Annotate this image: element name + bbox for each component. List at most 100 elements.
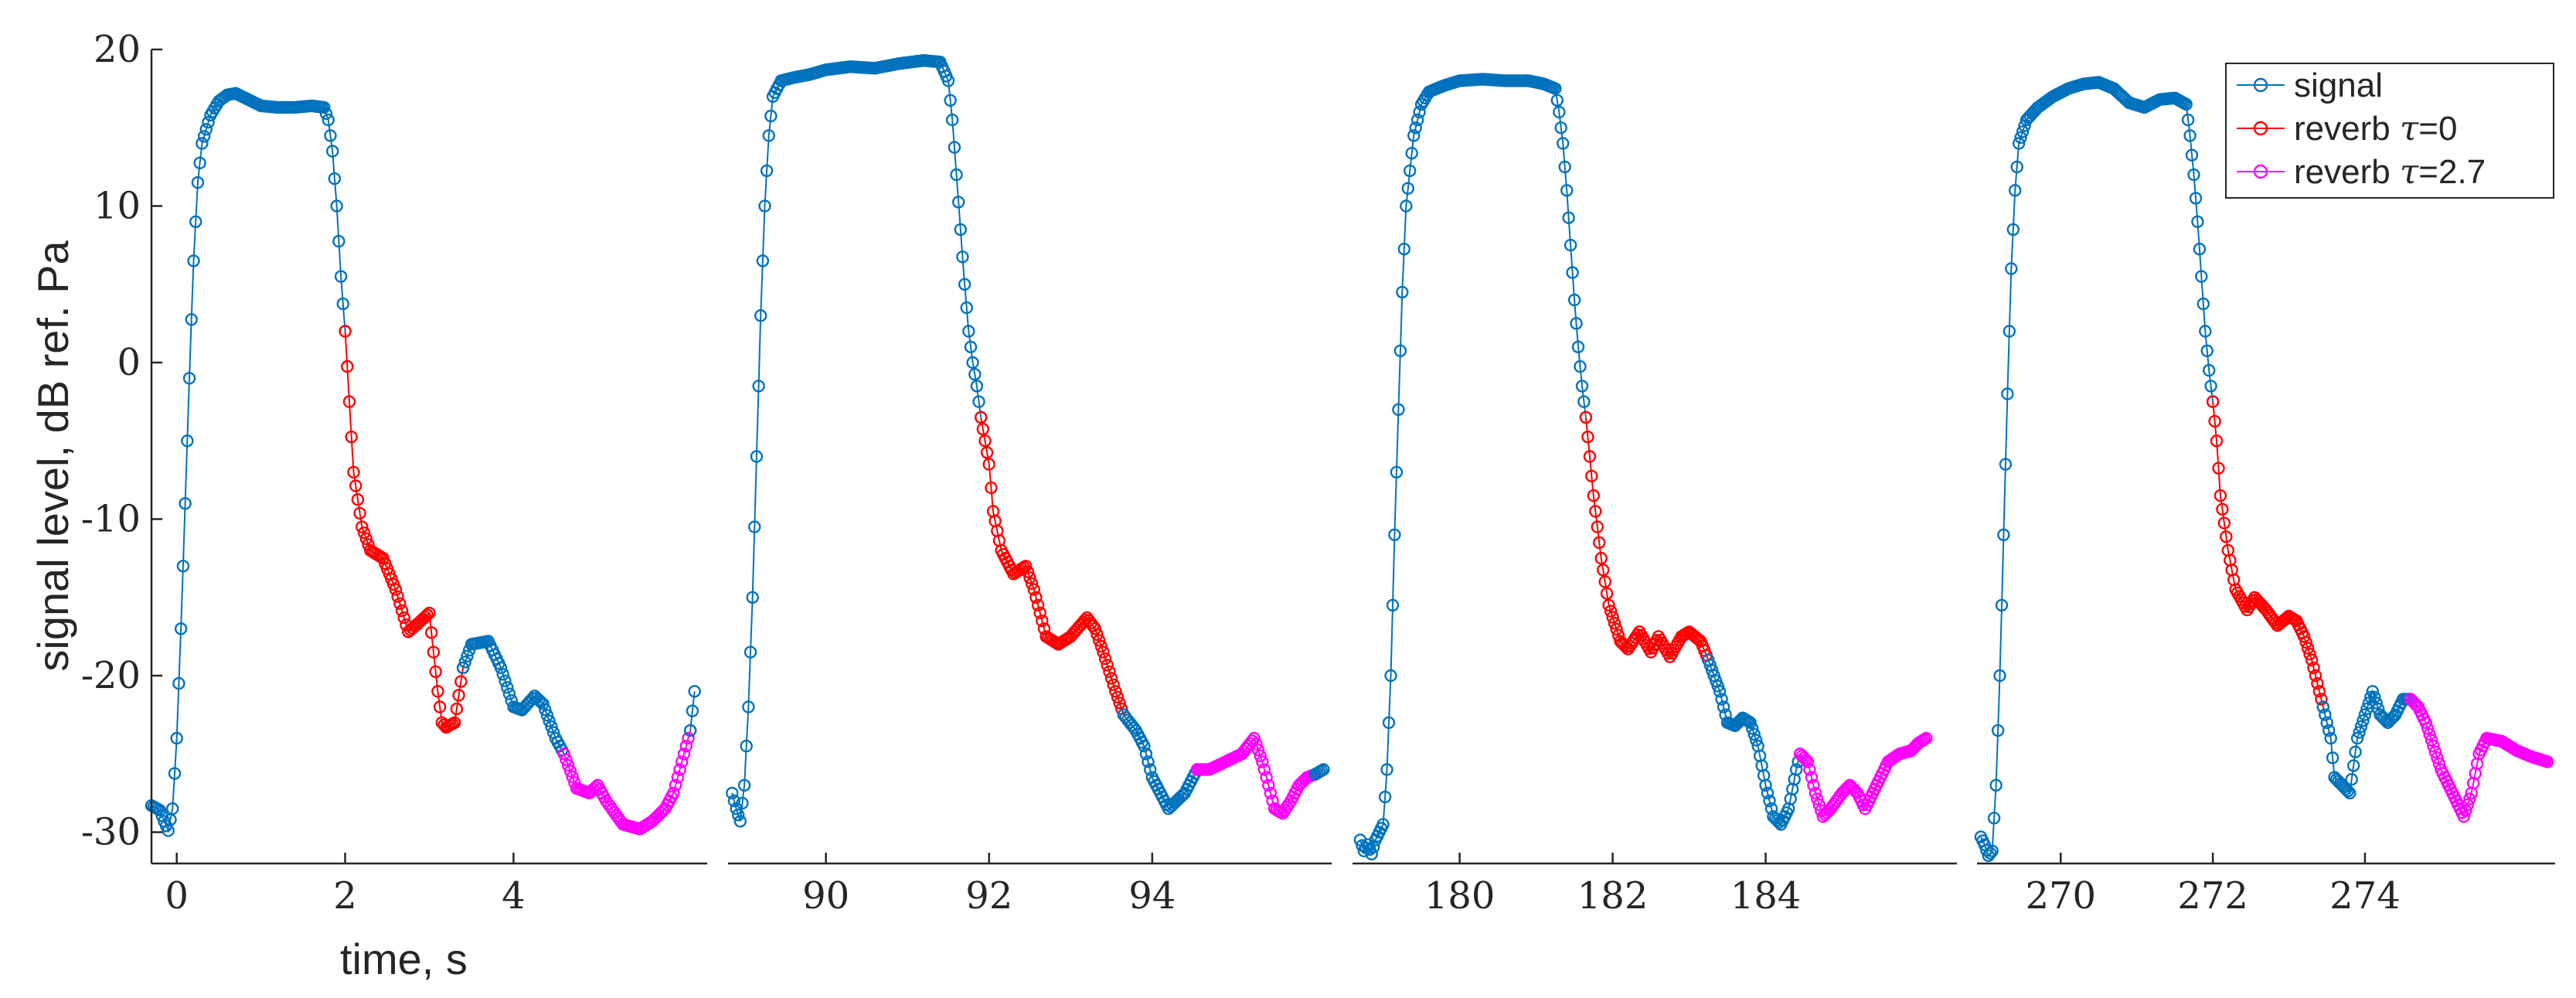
signal-point bbox=[1570, 317, 1583, 330]
reverb0-point bbox=[395, 604, 409, 618]
signal-point bbox=[1562, 211, 1575, 224]
reverb27-point bbox=[1256, 755, 1269, 768]
reverb27-point bbox=[669, 778, 682, 792]
reverb0-line bbox=[980, 417, 1125, 715]
reverb27-point bbox=[562, 758, 575, 772]
reverb27-line bbox=[563, 730, 692, 830]
signal2-point bbox=[1174, 790, 1187, 804]
signal-point bbox=[2180, 97, 2193, 111]
signal-point bbox=[199, 123, 213, 136]
signal-point bbox=[202, 115, 215, 129]
reverb27-point bbox=[2431, 751, 2444, 765]
reverb0-point bbox=[454, 675, 468, 688]
reverb0-point bbox=[1107, 678, 1120, 691]
x-tick-label: 272 bbox=[2177, 874, 2248, 918]
reverb27-point bbox=[2457, 810, 2471, 823]
signal3-point bbox=[686, 704, 699, 717]
reverb0-point bbox=[1094, 639, 1108, 653]
signal-point bbox=[951, 196, 965, 209]
reverb0-point bbox=[341, 359, 354, 373]
y-tick-label: -30 bbox=[81, 811, 141, 854]
signal-point bbox=[2197, 297, 2210, 311]
reverb27-point bbox=[1812, 798, 1826, 812]
signal-point bbox=[196, 137, 209, 150]
reverb0-point bbox=[339, 325, 352, 338]
signal-point bbox=[1411, 113, 1424, 127]
x-tick-label: 270 bbox=[2025, 874, 2096, 918]
signal-point bbox=[2185, 148, 2199, 162]
signal-point bbox=[1365, 847, 1378, 861]
reverb0-point bbox=[351, 493, 365, 506]
reverb27-point bbox=[1805, 771, 1819, 784]
signal2-point bbox=[1761, 786, 1775, 800]
reverb27-point bbox=[566, 770, 579, 784]
reverb0-point bbox=[980, 446, 994, 459]
signal-point bbox=[1978, 838, 1992, 851]
signal2-point bbox=[1138, 739, 1151, 753]
signal-point bbox=[1567, 293, 1581, 307]
signal-point bbox=[1564, 238, 1577, 252]
reverb27-point bbox=[1250, 737, 1263, 751]
signal-point bbox=[332, 234, 345, 248]
reverb27-point bbox=[2427, 739, 2440, 753]
plot-layer bbox=[145, 53, 2554, 863]
reverb0-point bbox=[1606, 611, 1619, 624]
signal-point bbox=[1392, 403, 1405, 416]
signal-point bbox=[1993, 669, 2006, 683]
reverb0-point bbox=[349, 479, 362, 492]
signal2-point bbox=[2341, 785, 2355, 798]
signal-point bbox=[334, 270, 348, 283]
signal-point bbox=[1390, 465, 1404, 479]
signal-point bbox=[2010, 160, 2023, 174]
signal-point bbox=[752, 380, 765, 393]
signal2-point bbox=[1142, 755, 1155, 768]
reverb0-point bbox=[982, 458, 995, 471]
reverb0-point bbox=[1021, 565, 1035, 578]
reverb0-point bbox=[1598, 575, 1611, 588]
reverb0-point bbox=[356, 520, 369, 533]
signal-point bbox=[179, 497, 192, 510]
signal2-point bbox=[2326, 751, 2339, 765]
reverb0-point bbox=[2297, 630, 2311, 643]
signal-point bbox=[727, 794, 741, 808]
reverb0-point bbox=[978, 434, 992, 448]
signal-point bbox=[2014, 131, 2027, 145]
reverb0-point bbox=[342, 395, 356, 408]
signal2-point bbox=[1789, 763, 1803, 776]
signal2-point bbox=[1715, 693, 1728, 706]
signal2-point bbox=[2320, 716, 2333, 729]
reverb0-point bbox=[423, 606, 436, 620]
signal2-point bbox=[2343, 786, 2357, 800]
signal2-point bbox=[1127, 721, 1141, 734]
signal2-point bbox=[2316, 700, 2330, 714]
reverb0-point bbox=[1104, 672, 1118, 685]
signal2-point bbox=[1749, 734, 1763, 747]
signal-point bbox=[1575, 380, 1589, 393]
signal-point bbox=[1376, 818, 1390, 831]
reverb0-point bbox=[1031, 598, 1045, 612]
signal-point bbox=[1980, 843, 1993, 857]
signal-point bbox=[758, 199, 771, 213]
signal2-point bbox=[2357, 714, 2370, 727]
signal-point bbox=[191, 175, 205, 189]
signal-point bbox=[2008, 184, 2022, 197]
reverb27-point bbox=[1261, 778, 1275, 792]
signal-point bbox=[2003, 325, 2016, 338]
signal2-point bbox=[461, 649, 474, 662]
reverb0-point bbox=[1589, 505, 1602, 518]
signal-point bbox=[165, 802, 179, 816]
reverb27-point bbox=[557, 748, 570, 761]
signal2-point bbox=[1713, 685, 1727, 698]
reverb0-point bbox=[2303, 648, 2316, 661]
y-axis-label: signal level, dB ref. Pa bbox=[29, 240, 77, 672]
reverb0-point bbox=[1610, 622, 1623, 636]
signal-point bbox=[746, 591, 759, 604]
reverb27-point bbox=[2461, 798, 2475, 812]
segment-0 bbox=[145, 87, 701, 837]
signal-point bbox=[1571, 340, 1585, 353]
reverb0-point bbox=[2307, 661, 2320, 675]
x-tick-label: 180 bbox=[1424, 874, 1496, 918]
reverb0-point bbox=[397, 611, 410, 625]
reverb0-point bbox=[2208, 414, 2221, 428]
reverb27-point bbox=[1247, 731, 1261, 745]
